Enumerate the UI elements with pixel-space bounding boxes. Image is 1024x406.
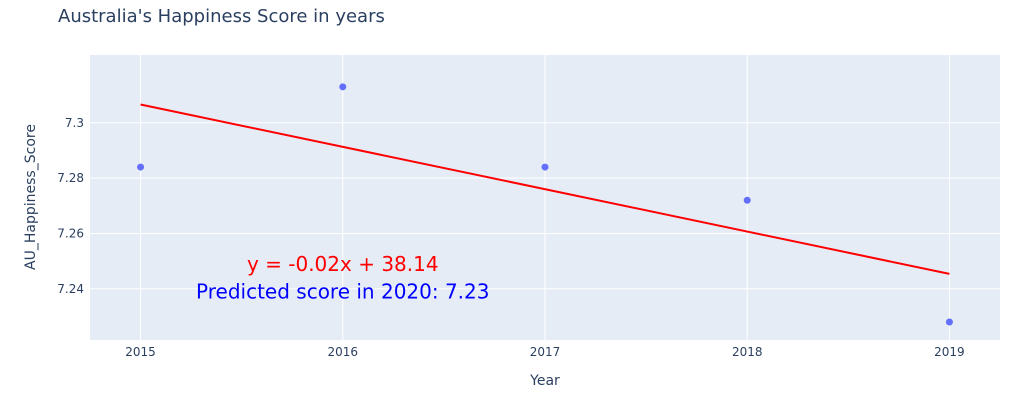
data-point (137, 163, 145, 171)
x-tick-label: 2017 (530, 345, 561, 359)
x-tick-label: 2015 (125, 345, 156, 359)
annotation-text: y = -0.02x + 38.14 (247, 252, 439, 276)
annotation-text: Predicted score in 2020: 7.23 (196, 280, 489, 304)
data-point (743, 196, 751, 204)
x-tick-label: 2018 (732, 345, 763, 359)
y-tick-label: 7.26 (57, 226, 84, 240)
annotations: y = -0.02x + 38.14 Predicted score in 202… (196, 252, 489, 304)
y-tick-label: 7.24 (57, 282, 84, 296)
data-point (945, 318, 953, 326)
y-tick-labels: 7.24 7.26 7.28 7.3 (57, 116, 84, 296)
data-point (339, 83, 347, 91)
data-point (541, 163, 549, 171)
grid-lines (90, 55, 1000, 340)
x-tick-label: 2016 (328, 345, 359, 359)
x-tick-label: 2019 (934, 345, 965, 359)
x-axis-title: Year (529, 373, 560, 389)
x-tick-labels: 2015 2016 2017 2018 2019 (125, 345, 964, 359)
y-tick-label: 7.3 (65, 116, 84, 130)
y-axis-title: AU_Happiness_Score (23, 124, 39, 270)
data-series (137, 83, 953, 326)
y-tick-label: 7.28 (57, 171, 84, 185)
chart-title: Australia's Happiness Score in years (58, 6, 385, 27)
trend-line (140, 103, 950, 275)
